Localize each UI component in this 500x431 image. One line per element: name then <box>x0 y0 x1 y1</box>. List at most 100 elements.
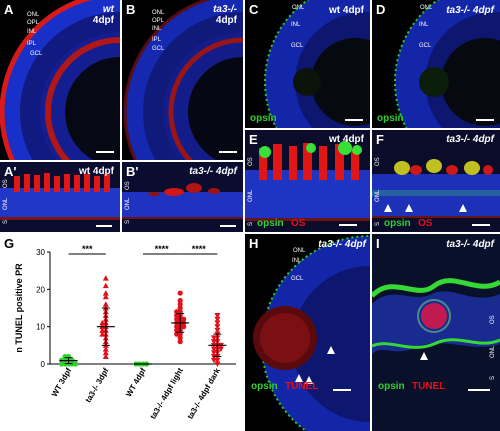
panel-b-prime-image <box>122 162 243 232</box>
scale-bar <box>468 389 490 391</box>
panel-a-title: wt 4dpf <box>93 4 114 26</box>
data-point <box>102 346 109 352</box>
scale-bar <box>333 389 351 391</box>
layer-label-inl: INL <box>291 22 301 28</box>
layer-label-os: OS <box>490 315 496 324</box>
data-point <box>99 331 106 337</box>
data-point <box>102 275 109 281</box>
panel-f-letter: F <box>376 132 384 147</box>
data-point <box>177 290 183 296</box>
panel-c-image <box>264 0 370 128</box>
x-tick-label: WT 3dpf <box>50 366 74 398</box>
data-point <box>217 346 224 353</box>
panel-g-letter: G <box>4 236 15 251</box>
arrowhead-icon <box>384 204 392 212</box>
layer-label-os: OS <box>375 157 381 166</box>
panel-d: D ta3-/- 4dpf ONL INL GCL opsin <box>372 0 500 128</box>
arrowhead-icon <box>405 204 413 212</box>
y-tick-label: 30 <box>36 248 45 257</box>
data-point <box>99 327 106 333</box>
panel-e-image <box>245 130 370 232</box>
arrowhead-icon <box>305 376 313 384</box>
data-point <box>177 339 183 345</box>
data-point <box>214 320 221 326</box>
panel-i-letter: I <box>376 236 380 251</box>
data-point <box>174 316 180 322</box>
layer-label-inl: INL <box>419 22 429 28</box>
panel-i-image <box>372 234 500 431</box>
panel-h-image <box>253 235 370 431</box>
data-point <box>102 290 109 296</box>
data-point <box>214 327 221 334</box>
y-tick-label: 20 <box>36 285 45 294</box>
panel-a: A wt 4dpf ONL OPL INL IPL GCL <box>0 0 120 160</box>
data-point <box>174 327 180 333</box>
panel-b-letter: B <box>126 2 136 17</box>
x-tick-label: ta3-/- 3dpf <box>84 366 111 404</box>
legend-opsin: opsin <box>377 113 404 124</box>
significance-label: **** <box>192 244 207 254</box>
panel-f: F ta3-/- 4dpf OS ONL S opsin OS <box>372 130 500 232</box>
layer-label-s: S <box>248 221 254 226</box>
x-tick-label: WT 4dpf <box>124 366 148 398</box>
data-point <box>102 349 109 356</box>
panel-c-letter: C <box>249 2 259 17</box>
data-point <box>177 297 183 304</box>
legend-opsin: opsin <box>384 218 411 229</box>
panel-d-image <box>394 0 500 128</box>
panel-b-prime-letter: B' <box>126 164 139 179</box>
panel-e: E wt 4dpf OS ONL S opsin OS <box>245 130 370 232</box>
panel-b-title-line1: ta3-/- <box>213 4 237 15</box>
data-point <box>99 319 106 326</box>
arrowhead-icon <box>327 346 335 354</box>
scale-bar <box>472 224 490 226</box>
layer-label-opl: OPL <box>27 20 40 26</box>
panel-a-image <box>0 0 120 160</box>
data-point <box>102 293 109 300</box>
panel-b: B ta3-/- 4dpf ONL OPL INL IPL GCL <box>122 0 243 160</box>
layer-label-gcl: GCL <box>419 43 432 49</box>
scale-bar <box>220 225 236 227</box>
panel-g-chart: 0 10 20 30 n TUNEL positive PR WT 3dpf ta3-/- … <box>14 244 236 421</box>
data-point <box>210 350 217 356</box>
layer-label-inl: INL <box>152 26 162 32</box>
panel-g: G 0 10 20 30 n TUNEL positive PR WT 3dpf ta3-/… <box>0 234 243 431</box>
panel-i-title: ta3-/- 4dpf <box>446 239 494 250</box>
data-point <box>181 316 187 322</box>
layer-label-s: S <box>3 219 9 224</box>
arrowhead-icon <box>420 352 428 360</box>
y-tick-label: 10 <box>36 323 45 332</box>
panel-a-prime-letter: A' <box>4 164 17 179</box>
scale-bar <box>339 224 357 226</box>
data-point <box>174 331 180 337</box>
layer-label-os: OS <box>125 181 131 190</box>
x-tick-label: ta3-/- 4dpf dark <box>186 366 223 421</box>
layer-label-os: OS <box>248 157 254 166</box>
data-point <box>102 282 109 289</box>
data-point <box>59 361 65 367</box>
panel-d-title: ta3-/- 4dpf <box>446 5 494 16</box>
data-point <box>210 357 217 364</box>
data-point <box>210 346 217 353</box>
y-tick-label: 0 <box>41 360 46 369</box>
layer-label-onl: ONL <box>292 5 305 11</box>
layer-label-os: OS <box>3 179 9 188</box>
layer-label-onl: ONL <box>27 12 40 18</box>
data-point <box>174 309 180 315</box>
panel-h-title: ta3-/- 4dpf <box>318 239 366 250</box>
scale-bar <box>96 151 114 153</box>
panel-b-title: ta3-/- 4dpf <box>213 4 237 26</box>
arrowhead-icon <box>459 204 467 212</box>
layer-label-ipl: IPL <box>27 41 37 47</box>
significance-label: *** <box>82 244 93 254</box>
legend-opsin: opsin <box>250 113 277 124</box>
data-point <box>174 324 180 330</box>
layer-label-gcl: GCL <box>291 276 304 282</box>
data-point <box>210 335 217 341</box>
panel-h: H ta3-/- 4dpf ONL INL GCL opsin TUNEL <box>245 234 370 431</box>
layer-label-onl: ONL <box>293 248 306 254</box>
data-point <box>102 301 109 307</box>
x-tick-label: ta3-/- 4dpf light <box>148 366 185 420</box>
scale-bar <box>96 225 112 227</box>
layer-label-s: S <box>375 221 381 226</box>
